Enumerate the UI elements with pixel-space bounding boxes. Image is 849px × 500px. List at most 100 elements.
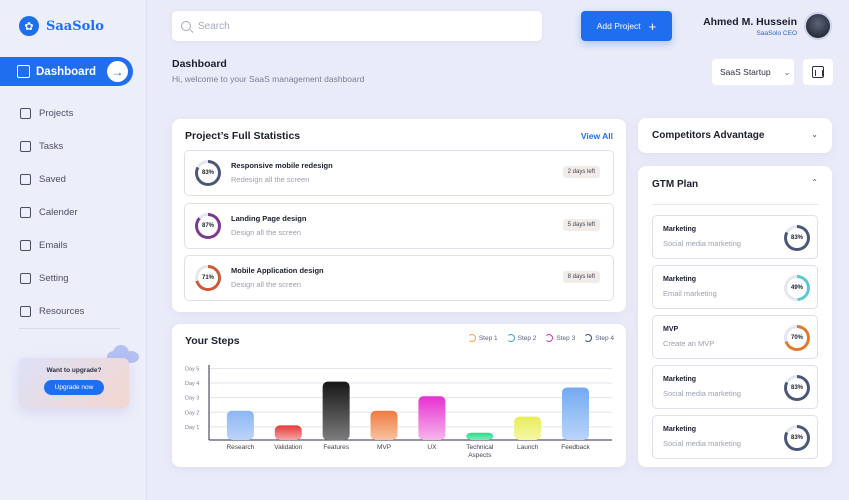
progress-percent: 49% [787,278,807,298]
sidebar-item-tasks[interactable]: Tasks [20,130,84,163]
avatar[interactable] [804,12,832,40]
gtm-item[interactable]: Marketing Social media marketing 83% [652,215,818,259]
legend-item[interactable]: Step 2 [506,334,537,342]
sidebar-item-projects[interactable]: Projects [20,97,84,130]
document-icon [20,174,31,185]
sidebar-item-saved[interactable]: Saved [20,163,84,196]
search-input[interactable] [198,20,518,32]
project-description: Redesign all the screen [231,175,310,184]
y-tick-label: Day 4 [185,381,199,387]
legend-item[interactable]: Step 4 [584,334,614,342]
gear-icon [20,273,31,284]
bar-ux[interactable] [418,396,446,440]
project-item[interactable]: 71% Mobile Application design Design all… [184,255,614,301]
arrow-right-icon[interactable]: → [107,61,128,82]
project-statistics-card: Project’s Full Statistics View All 83% R… [172,119,626,312]
progress-ring: 70% [784,325,810,351]
add-project-label: Add Project [596,21,641,31]
bar-mvp[interactable] [370,410,398,440]
search-bar[interactable] [172,11,542,41]
deadline-badge: 2 days left [562,166,600,178]
logo[interactable]: ✿ SaaSolo [19,16,104,36]
bar-features[interactable] [322,381,350,440]
y-tick-label: Day 5 [185,366,199,372]
sidebar-item-label: Dashboard [36,65,97,78]
project-description: Design all the screen [231,280,302,289]
upgrade-title: Want to upgrade? [46,367,102,374]
chevron-down-icon[interactable]: ⌄ [811,130,818,139]
progress-ring: 49% [784,275,810,301]
view-all-link[interactable]: View All [580,131,613,141]
gtm-item[interactable]: MVP Create an MVP 70% [652,315,818,359]
legend-label: Step 4 [595,334,614,342]
upgrade-button[interactable]: Upgrade now [43,380,105,395]
grid-icon [17,65,30,78]
legend-dot [467,334,476,342]
gtm-item-description: Social media marketing [663,389,741,398]
x-tick-label: Validation [274,444,302,451]
user-role: SaaSolo CEO [756,30,797,37]
steps-card: Your Steps Step 1 Step 2 Step 3 Step 4 D… [172,324,626,467]
gtm-item-name: Marketing [663,276,697,283]
bar-technical-aspects[interactable] [466,432,494,440]
sidebar: ✿ SaaSolo Dashboard → Projects Tasks Sav… [0,0,147,500]
project-name: Responsive mobile redesign [231,161,333,170]
gtm-item-name: Marketing [663,426,697,433]
legend-dot [584,334,593,342]
sidebar-nav: Projects Tasks Saved Calender Emails Set… [20,97,84,328]
legend-label: Step 1 [478,334,498,342]
progress-percent: 71% [198,268,218,288]
page-subtitle: Hi, welcome to your SaaS management dash… [172,74,365,84]
gtm-item[interactable]: Marketing Social media marketing 83% [652,415,818,459]
progress-ring: 71% [195,265,221,291]
project-description: Design all the screen [231,228,302,237]
sidebar-item-label: Resources [39,306,85,317]
chevron-up-icon[interactable]: ⌃ [811,178,818,187]
page-title: Dashboard [172,58,227,70]
competitors-card[interactable]: Competitors Advantage ⌄ [638,118,832,153]
add-project-button[interactable]: Add Project + [581,11,672,41]
bar-research[interactable] [226,410,254,440]
bar-launch[interactable] [514,416,542,440]
project-item[interactable]: 87% Landing Page design Design all the s… [184,203,614,249]
y-tick-label: Day 1 [185,425,199,431]
progress-ring: 87% [195,213,221,239]
legend-label: Step 2 [517,334,537,342]
legend-dot [506,334,515,342]
x-tick-label: Features [323,444,349,451]
sidebar-item-calender[interactable]: Calender [20,196,84,229]
bar-chart-icon [812,66,824,78]
progress-percent: 83% [787,378,807,398]
competitors-title: Competitors Advantage [652,130,765,141]
analytics-button[interactable] [803,59,833,85]
gtm-divider [652,204,818,205]
gtm-item-description: Social media marketing [663,239,741,248]
sidebar-item-label: Saved [39,174,66,185]
project-item[interactable]: 83% Responsive mobile redesign Redesign … [184,150,614,196]
chart-icon [20,141,31,152]
legend-item[interactable]: Step 3 [545,334,575,342]
gtm-item[interactable]: Marketing Social media marketing 83% [652,365,818,409]
workspace-select-value: SaaS Startup [720,67,771,77]
edit-icon [20,108,31,119]
gtm-item-description: Create an MVP [663,339,715,348]
legend-item[interactable]: Step 1 [467,334,498,342]
gtm-item-description: Email marketing [663,289,717,298]
logo-text: SaaSolo [46,18,104,34]
workspace-select[interactable]: SaaS Startup ⌄ [712,59,794,85]
search-icon [181,21,191,31]
gtm-item[interactable]: Marketing Email marketing 49% [652,265,818,309]
steps-title: Your Steps [185,335,240,347]
sidebar-item-setting[interactable]: Setting [20,262,84,295]
mail-icon [20,240,31,251]
sidebar-item-dashboard[interactable]: Dashboard → [0,57,133,86]
sidebar-item-resources[interactable]: Resources [20,295,84,328]
bar-feedback[interactable] [562,387,590,440]
logo-icon: ✿ [19,16,39,36]
sidebar-item-emails[interactable]: Emails [20,229,84,262]
bar-validation[interactable] [274,425,302,440]
project-name: Mobile Application design [231,266,324,275]
progress-percent: 87% [198,216,218,236]
progress-percent: 83% [787,228,807,248]
progress-percent: 83% [787,428,807,448]
